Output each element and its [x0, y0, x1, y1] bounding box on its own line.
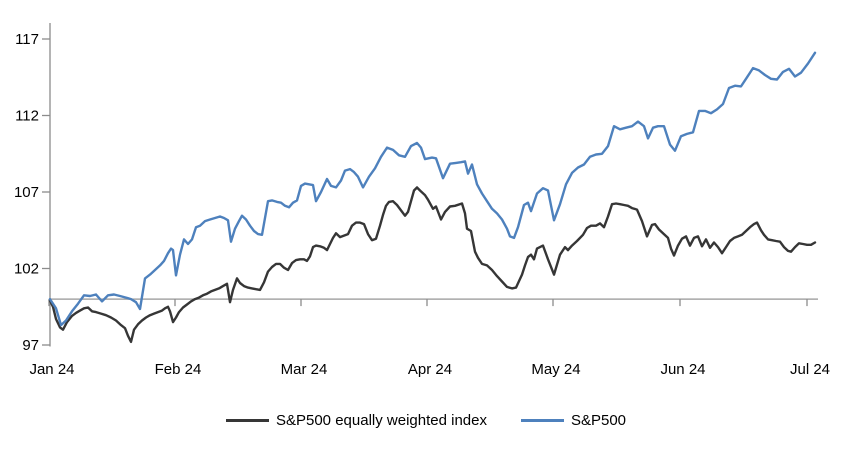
x-tick-label: May 24 — [531, 361, 580, 378]
x-tick-label: Jan 24 — [29, 361, 74, 378]
y-tick-label: 102 — [14, 261, 39, 278]
legend-item-sp500: S&P500 — [520, 412, 627, 429]
equal-weight-series-line — [48, 186, 817, 344]
y-tick-label: 112 — [15, 108, 39, 125]
x-tick-label: Mar 24 — [281, 361, 328, 378]
y-tick-label: 117 — [15, 31, 39, 48]
x-tick-label: Jun 24 — [660, 361, 705, 378]
chart-legend: S&P500 equally weighted index S&P500 — [0, 412, 852, 429]
legend-label-equal-weight: S&P500 equally weighted index — [275, 412, 487, 429]
legend-label-sp500: S&P500 — [570, 412, 627, 429]
y-tick-label: 107 — [14, 184, 39, 201]
x-tick-label: Feb 24 — [155, 361, 202, 378]
y-tick-label: 97 — [22, 337, 39, 354]
legend-item-equal-weight: S&P500 equally weighted index — [225, 412, 487, 429]
sp500-series-line — [48, 51, 817, 327]
x-tick-label: Apr 24 — [408, 361, 452, 378]
x-tick-label: Jul 24 — [790, 361, 830, 378]
sp500-line-swatch — [520, 419, 564, 422]
equal-weight-line-swatch — [225, 419, 269, 422]
